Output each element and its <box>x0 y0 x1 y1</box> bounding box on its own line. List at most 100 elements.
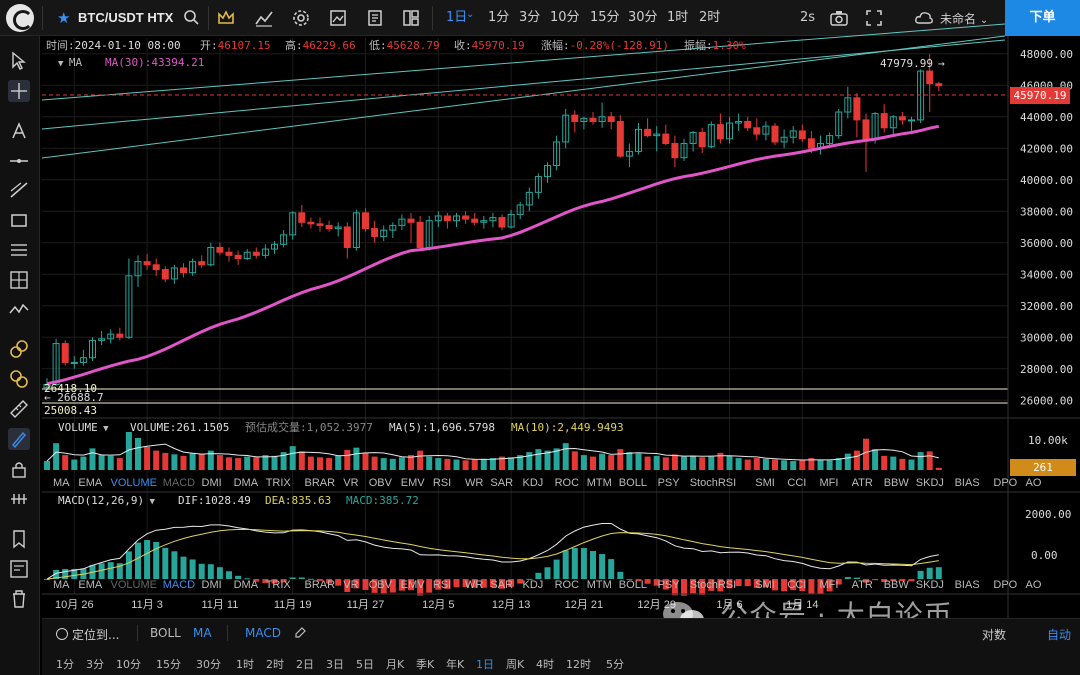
candle[interactable] <box>898 112 906 125</box>
indicator-tab-vr[interactable]: VR <box>343 579 358 591</box>
candle[interactable] <box>726 116 733 144</box>
indicator-tab-rsi[interactable]: RSI <box>433 477 451 489</box>
indicator-tab-volume[interactable]: VOLUME <box>111 579 157 591</box>
candle[interactable] <box>161 266 169 283</box>
candle[interactable] <box>707 121 715 149</box>
candle[interactable] <box>371 220 379 243</box>
ma-toggle[interactable]: MA <box>193 626 212 640</box>
indicator-tab-mtm[interactable]: MTM <box>587 477 612 489</box>
candle[interactable] <box>61 340 69 366</box>
cursor-icon[interactable] <box>8 50 30 72</box>
candle[interactable] <box>362 208 369 232</box>
indicator-tab-ao[interactable]: AO <box>1026 579 1042 591</box>
candle[interactable] <box>125 258 133 339</box>
indicator-tab-atr[interactable]: ATR <box>852 579 873 591</box>
gann-icon[interactable] <box>8 368 30 390</box>
indicators-icon[interactable] <box>254 8 274 28</box>
candle[interactable] <box>762 121 770 141</box>
indicator-tab-bias[interactable]: BIAS <box>955 477 980 489</box>
logo-icon[interactable] <box>6 4 34 32</box>
bottom-timeframe[interactable]: 周K <box>506 658 525 671</box>
candle[interactable] <box>680 138 688 161</box>
candle[interactable] <box>407 212 415 243</box>
indicator-tab-stochrsi[interactable]: StochRSI <box>690 477 736 489</box>
indicator-tab-obv[interactable]: OBV <box>369 477 393 489</box>
indicator-tab-skdj[interactable]: SKDJ <box>916 477 944 489</box>
timeframe-1m[interactable]: 1分 <box>488 10 510 25</box>
candle[interactable] <box>380 225 388 242</box>
candle[interactable] <box>753 118 761 141</box>
indicator-tab-cci[interactable]: CCI <box>787 477 806 489</box>
indicator-tab-stochrsi[interactable]: StochRSI <box>690 579 736 591</box>
candle[interactable] <box>489 212 497 227</box>
candle[interactable] <box>116 327 124 341</box>
candle[interactable] <box>434 211 442 227</box>
candle[interactable] <box>425 215 433 251</box>
ruler-icon[interactable] <box>8 398 30 420</box>
candle[interactable] <box>562 108 570 149</box>
trend-line-icon[interactable] <box>8 179 30 201</box>
indicator-tab-smi[interactable]: SMI <box>755 477 775 489</box>
timeframe-30m[interactable]: 30分 <box>628 10 658 25</box>
lock-icon[interactable] <box>8 458 30 480</box>
horizontal-line-icon[interactable] <box>8 150 30 172</box>
candle[interactable] <box>52 338 60 387</box>
parallel-channel-icon[interactable] <box>8 239 30 261</box>
indicator-tab-macd[interactable]: MACD <box>163 477 195 489</box>
bottom-timeframe[interactable]: 15分 <box>156 658 181 671</box>
bottom-timeframe[interactable]: 季K <box>416 658 435 671</box>
indicator-tab-kdj[interactable]: KDJ <box>523 477 544 489</box>
candle[interactable] <box>598 102 606 128</box>
candle[interactable] <box>307 217 315 229</box>
candle[interactable] <box>325 220 333 232</box>
indicator-tab-wr[interactable]: WR <box>465 477 483 489</box>
indicator-tab-rsi[interactable]: RSI <box>433 579 451 591</box>
chevron-down-icon[interactable]: ⌄ <box>466 9 475 20</box>
candle[interactable] <box>644 118 652 138</box>
indicator-tab-dma[interactable]: DMA <box>234 579 259 591</box>
trash-icon[interactable] <box>8 588 30 610</box>
indicator-tab-trix[interactable]: TRIX <box>266 477 292 489</box>
candle[interactable] <box>107 329 115 344</box>
rectangle-icon[interactable] <box>8 209 30 231</box>
candle[interactable] <box>607 112 615 130</box>
indicator-tab-boll[interactable]: BOLL <box>619 579 647 591</box>
brush-icon[interactable] <box>8 428 30 450</box>
candle[interactable] <box>70 356 78 369</box>
bottom-timeframe[interactable]: 12时 <box>566 658 591 671</box>
svg-text:MACD(12,26,9) ▼[interactable]: MACD(12,26,9) ▼ <box>58 494 156 507</box>
indicator-tab-sar[interactable]: SAR <box>490 477 513 489</box>
candle[interactable] <box>498 214 506 231</box>
candle[interactable] <box>480 215 488 229</box>
candle[interactable] <box>289 211 297 240</box>
candle[interactable] <box>507 209 515 229</box>
candle[interactable] <box>589 112 597 125</box>
candle[interactable] <box>534 173 542 199</box>
candle[interactable] <box>926 54 934 113</box>
candle[interactable] <box>744 116 752 131</box>
candle[interactable] <box>352 209 360 251</box>
bottom-timeframe[interactable]: 30分 <box>196 658 221 671</box>
bottom-timeframe[interactable]: 5分 <box>606 658 624 671</box>
candle[interactable] <box>252 247 260 259</box>
candle[interactable] <box>152 258 160 276</box>
indicator-tab-mfi[interactable]: MFI <box>820 579 839 591</box>
candle[interactable] <box>216 242 224 256</box>
candle[interactable] <box>735 113 743 131</box>
symbol-name[interactable]: BTC/USDT HTX <box>78 10 174 25</box>
timeframe-1d[interactable]: 1日 <box>446 10 468 25</box>
indicator-tab-bbw[interactable]: BBW <box>884 477 910 489</box>
fibonacci-icon[interactable] <box>8 338 30 360</box>
candle[interactable] <box>189 258 197 276</box>
candle[interactable] <box>689 130 697 152</box>
svg-text:▼ MA[interactable]: ▼ MA <box>58 56 82 69</box>
candle[interactable] <box>935 81 943 92</box>
candle[interactable] <box>653 126 661 152</box>
timeframe-15m[interactable]: 15分 <box>590 10 620 25</box>
indicator-tab-psy[interactable]: PSY <box>658 477 681 489</box>
timeframe-1h[interactable]: 1时 <box>667 10 689 25</box>
candle[interactable] <box>343 222 351 259</box>
candle[interactable] <box>416 215 424 250</box>
indicator-tab-bbw[interactable]: BBW <box>884 579 910 591</box>
candle[interactable] <box>716 113 724 144</box>
